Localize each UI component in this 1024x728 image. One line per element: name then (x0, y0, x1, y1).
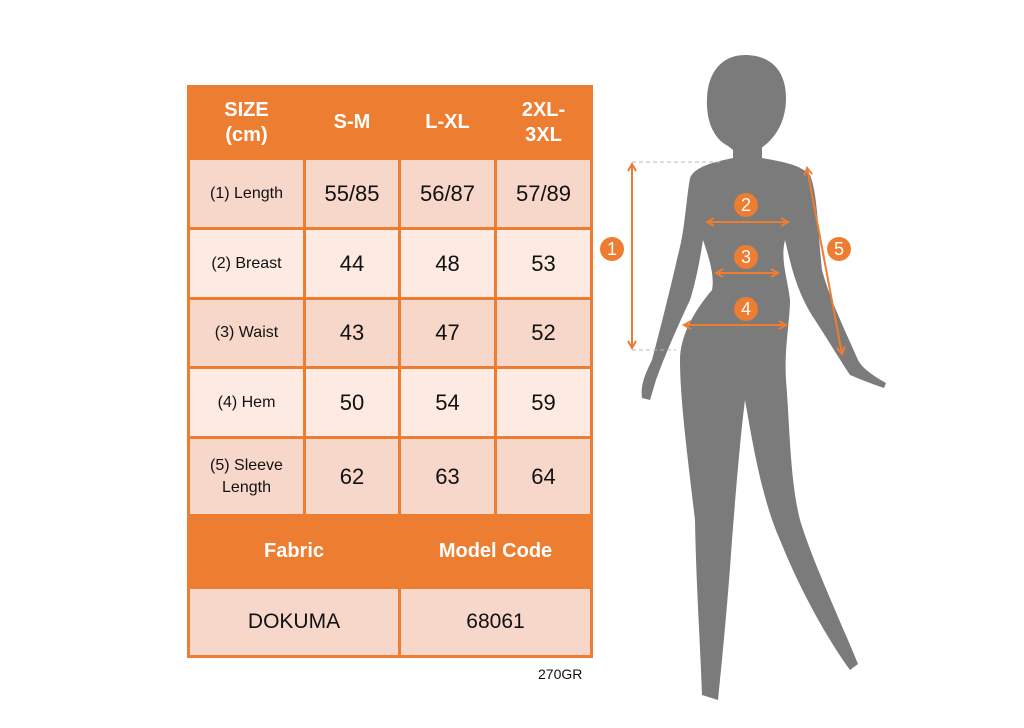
marker-4: 4 (741, 299, 751, 319)
header-2xl-line1: 2XL- (521, 98, 566, 121)
fabric-header: Fabric (187, 514, 401, 589)
cell-value: 44 (303, 227, 401, 300)
cell-value: 56/87 (398, 157, 497, 230)
row-label-line2: Length (222, 478, 271, 496)
cell-value: 52 (494, 297, 593, 369)
cell-value: 53 (494, 227, 593, 300)
size-chart-table: SIZE (cm) S-M L-XL 2XL- 3XL (1) Length 55/… (187, 85, 593, 658)
weight-note: 270GR (538, 666, 583, 682)
table-row: (3) Waist 43 47 52 (187, 297, 593, 369)
table-row: (4) Hem 50 54 59 (187, 366, 593, 439)
cell-value: 50 (303, 366, 401, 439)
table-row: (2) Breast 44 48 53 (187, 227, 593, 300)
cell-value: 47 (398, 297, 497, 369)
marker-3: 3 (741, 247, 751, 267)
row-label-line1: (5) Sleeve (210, 456, 283, 474)
header-s-m: S-M (303, 85, 401, 160)
marker-5-badge (827, 237, 851, 261)
cell-value: 62 (303, 436, 401, 517)
header-size-line1: SIZE (224, 98, 269, 121)
header-l-xl: L-XL (398, 85, 497, 160)
head-shape (706, 55, 786, 150)
measurement-guides (632, 161, 842, 354)
header-size: SIZE (cm) (187, 85, 306, 160)
marker-1-badge (600, 237, 624, 261)
header-2xl-line2: 3XL (525, 123, 562, 146)
cell-value: 48 (398, 227, 497, 300)
marker-2-badge (734, 193, 758, 217)
cell-value: 55/85 (303, 157, 401, 230)
row-label: (5) Sleeve Length (187, 436, 306, 517)
cell-value: 59 (494, 366, 593, 439)
row-label: (1) Length (187, 157, 306, 230)
table-row: (1) Length 55/85 56/87 57/89 (187, 157, 593, 230)
header-row: SIZE (cm) S-M L-XL 2XL- 3XL (187, 85, 593, 160)
marker-5: 5 (834, 239, 844, 259)
sleeve-arrow (807, 168, 842, 354)
model-code-header: Model Code (398, 514, 593, 589)
model-code-value: 68061 (398, 586, 593, 658)
header-size-line2: (cm) (225, 123, 268, 146)
row-label: (2) Breast (187, 227, 306, 300)
measurement-markers: 1 2 3 4 5 (600, 193, 851, 321)
table-row: (5) Sleeve Length 62 63 64 (187, 436, 593, 517)
cell-value: 43 (303, 297, 401, 369)
marker-4-badge (734, 297, 758, 321)
row-label: (4) Hem (187, 366, 306, 439)
header-2xl-3xl: 2XL- 3XL (494, 85, 593, 160)
marker-3-badge (734, 245, 758, 269)
row-label: (3) Waist (187, 297, 306, 369)
fabric-value: DOKUMA (187, 586, 401, 658)
cell-value: 64 (494, 436, 593, 517)
cell-value: 57/89 (494, 157, 593, 230)
marker-2: 2 (741, 195, 751, 215)
marker-1: 1 (607, 239, 617, 259)
cell-value: 54 (398, 366, 497, 439)
body-shape (641, 146, 886, 700)
silhouette (641, 55, 886, 700)
footer-header-row: Fabric Model Code (187, 514, 593, 589)
footer-value-row: DOKUMA 68061 (187, 586, 593, 658)
cell-value: 63 (398, 436, 497, 517)
